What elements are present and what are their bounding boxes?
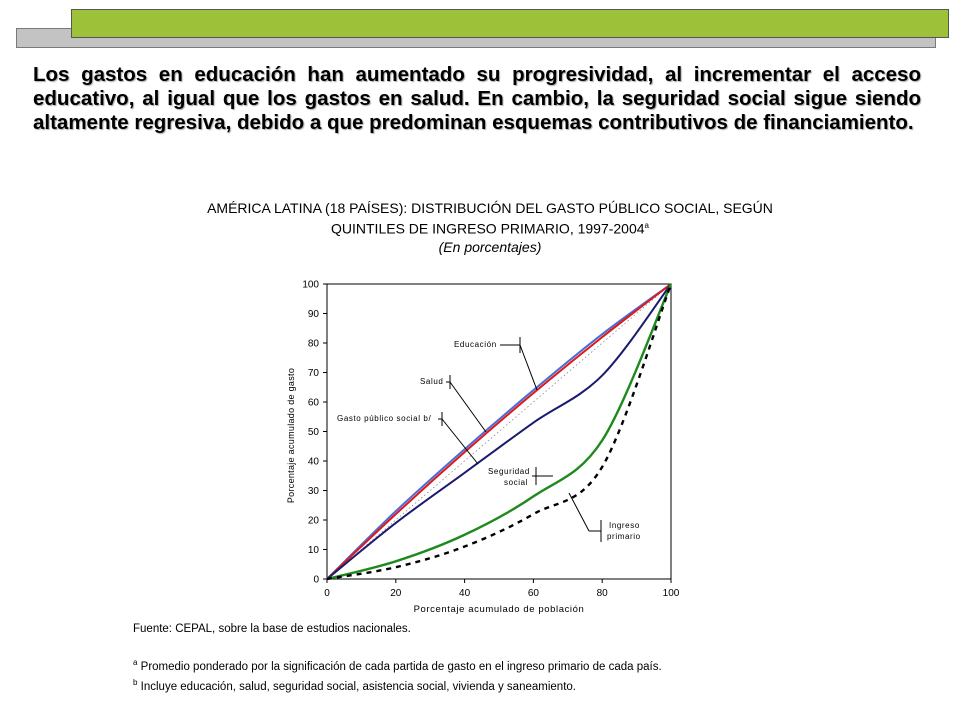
series-line-salud (326, 283, 672, 580)
source-note: Fuente: CEPAL, sobre la base de estudios… (133, 623, 411, 635)
footnote-a-text: Promedio ponderado por la significación … (137, 660, 662, 673)
footnote-b-text: Incluye educación, salud, seguridad soci… (137, 680, 576, 693)
series-line-gasto (326, 283, 672, 580)
annotation-ingreso-bracket (589, 520, 602, 542)
chart-series (326, 283, 673, 581)
y-tick-label: 20 (308, 516, 320, 527)
footnote-b-marker: b (133, 677, 138, 687)
x-tick-label: 60 (528, 588, 540, 599)
y-tick-label: 30 (308, 486, 320, 497)
footnote-a: a Promedio ponderado por la significació… (133, 655, 662, 675)
chart-annotations: Educación Salud Gasto público social b/Seg… (337, 337, 641, 542)
chart-heading-line2: QUINTILES DE INGRESO PRIMARIO, 1997-2004… (140, 217, 840, 238)
chart-heading-line2-text: QUINTILES DE INGRESO PRIMARIO, 1997-2004 (331, 220, 645, 237)
intro-paragraph: Los gastos en educación han aumentado su… (33, 63, 921, 134)
annotation-gasto: Gasto público social b/ (337, 414, 431, 423)
footnotes: a Promedio ponderado por la significació… (133, 655, 662, 695)
chart-heading-footnote-marker: a (644, 221, 649, 230)
y-tick-label: 80 (308, 339, 320, 350)
annotation-educacion: Educación (454, 340, 497, 349)
x-tick-label: 80 (597, 588, 609, 599)
series-line-ingreso (326, 283, 673, 581)
annotation-seguridad-bracket (532, 467, 553, 485)
chart-axes: 0 10 20 30 40 50 60 70 80 90 100 0 20 40 60 80 100 Porcen… (286, 280, 680, 616)
x-axis-label: Porcentaje acumulado de población (414, 604, 585, 615)
annotation-gasto-leader (441, 418, 479, 465)
chart-heading: AMÉRICA LATINA (18 PAÍSES): DISTRIBUCIÓN… (140, 199, 840, 256)
footnote-b: b Incluye educación, salud, seguridad so… (133, 675, 662, 695)
series-line-seguridad (326, 283, 673, 581)
annotation-gasto-bracket (438, 412, 443, 426)
annotation-ingreso-line2: primario (607, 532, 641, 541)
x-tick-label: 0 (324, 588, 330, 599)
y-tick-label: 0 (313, 575, 319, 586)
x-tick-label: 20 (390, 588, 402, 599)
x-tick-label: 100 (663, 588, 680, 599)
annotation-educacion-bracket (500, 337, 521, 353)
equality-line (326, 283, 672, 580)
series-line-educacion (326, 283, 672, 580)
y-tick-label: 60 (308, 398, 320, 409)
y-tick-label: 50 (308, 427, 320, 438)
chart-heading-line1: AMÉRICA LATINA (18 PAÍSES): DISTRIBUCIÓN… (207, 200, 773, 216)
x-tick-label: 40 (459, 588, 471, 599)
annotation-ingreso-line1: Ingreso (609, 521, 640, 530)
y-tick-label: 10 (308, 545, 320, 556)
annotation-salud-bracket (446, 375, 451, 389)
y-tick-label: 40 (308, 457, 320, 468)
plot-frame (326, 283, 672, 580)
annotation-salud: Salud (420, 377, 443, 386)
annotation-educacion-leader (519, 344, 538, 391)
annotation-salud-leader (449, 381, 487, 433)
footnote-a-marker: a (133, 658, 138, 667)
chart-subtitle: (En porcentajes) (438, 238, 542, 255)
annotation-seguridad-line2: social (504, 478, 528, 487)
annotation-ingreso-leader (568, 492, 590, 532)
header-bar-green (71, 9, 949, 38)
y-tick-label: 90 (308, 309, 320, 320)
annotation-seguridad-line1: Seguridad (488, 467, 530, 476)
y-tick-label: 100 (302, 280, 319, 291)
y-tick-label: 70 (308, 368, 320, 379)
y-axis-label: Porcentaje acumulado de gasto (286, 368, 296, 503)
